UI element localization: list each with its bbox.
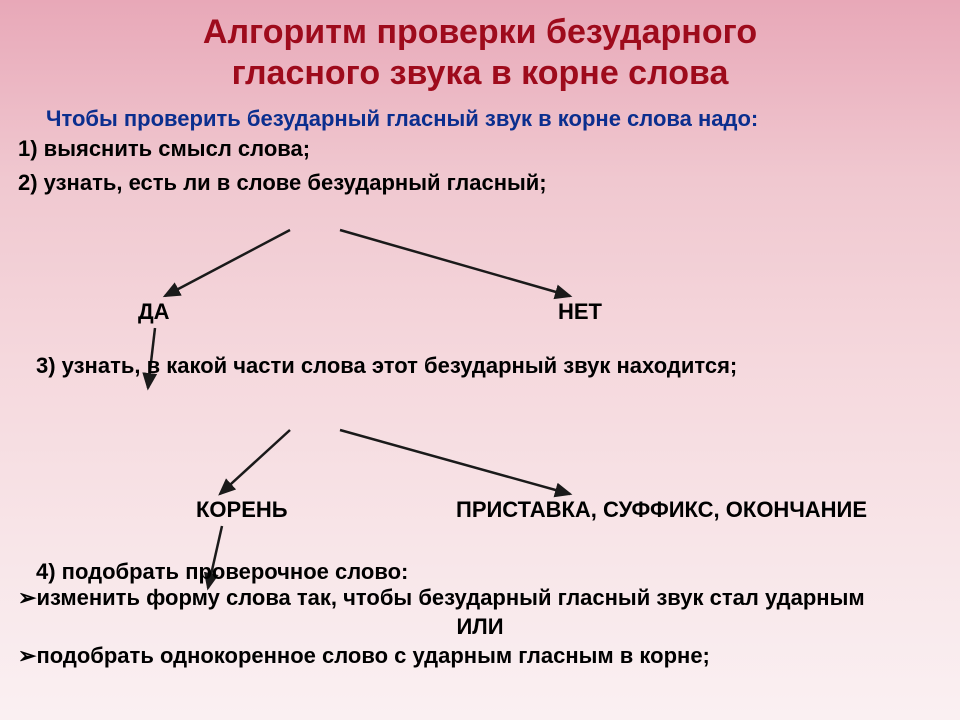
bullet-icon: ➢ bbox=[18, 585, 36, 610]
branch-root: КОРЕНЬ bbox=[196, 497, 288, 523]
branch-yes: ДА bbox=[138, 299, 170, 325]
bullet-icon: ➢ bbox=[18, 643, 36, 668]
intro-text: Чтобы проверить безударный гласный звук … bbox=[0, 94, 960, 134]
substep-2: ➢подобрать однокоренное слово с ударным … bbox=[0, 642, 960, 670]
step-1: 1) выяснить смысл слова; bbox=[0, 134, 960, 166]
substep-1-text: изменить форму слова так, чтобы безударн… bbox=[36, 585, 864, 610]
substep-2-text: подобрать однокоренное слово с ударным г… bbox=[36, 643, 709, 668]
title-line1: Алгоритм проверки безударного bbox=[203, 13, 757, 51]
slide-title: Алгоритм проверки безударного гласного з… bbox=[0, 0, 960, 94]
step-2: 2) узнать, есть ли в слове безударный гл… bbox=[0, 166, 960, 200]
step-3: 3) узнать, в какой части слова этот безу… bbox=[18, 349, 757, 383]
or-label: ИЛИ bbox=[0, 614, 960, 640]
title-line2: гласного звука в корне слова bbox=[232, 54, 729, 92]
branch-other-parts: ПРИСТАВКА, СУФФИКС, ОКОНЧАНИЕ bbox=[456, 497, 867, 523]
branch-no: НЕТ bbox=[558, 299, 602, 325]
substep-1: ➢изменить форму слова так, чтобы безудар… bbox=[0, 584, 960, 612]
